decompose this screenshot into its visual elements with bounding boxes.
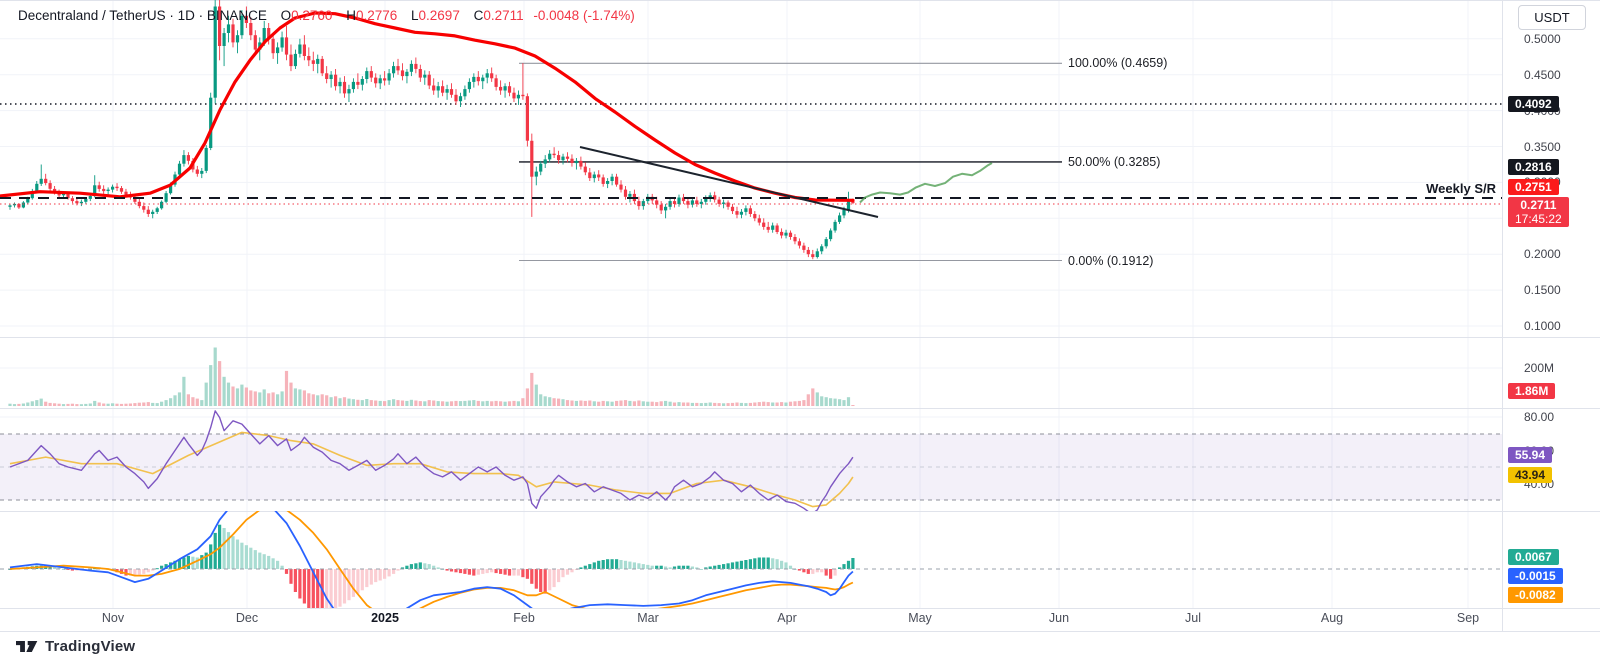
price-tick-0.4500: 0.4500 <box>1524 67 1561 82</box>
time-tick-Dec: Dec <box>235 611 259 625</box>
axis-badge-0.2751: 0.2751 <box>1508 179 1559 195</box>
price-tick-0.1000: 0.1000 <box>1524 319 1561 333</box>
tradingview-logo[interactable]: TradingView <box>16 638 135 655</box>
ohlc-low-value: 0.2697 <box>418 8 460 23</box>
axis-badge-43.94: 43.94 <box>1508 467 1553 483</box>
fib-label-0[interactable]: 0.00% (0.1912) <box>1068 253 1154 268</box>
time-tick-Jul: Jul <box>1185 611 1201 625</box>
symbol-title[interactable]: Decentraland / TetherUS · 1D · BINANCE <box>18 8 267 23</box>
currency-toggle-button[interactable]: USDT <box>1518 5 1586 30</box>
price-tick-0.5000: 0.5000 <box>1524 31 1561 46</box>
tradingview-logo-text: TradingView <box>45 638 136 655</box>
ohlc-high-label: H <box>346 8 356 23</box>
symbol-legend: Decentraland / TetherUS · 1D · BINANCE O… <box>18 8 635 23</box>
axis-badge-0.4092: 0.4092 <box>1508 96 1559 112</box>
rsi-tick-80.00: 80.00 <box>1524 410 1555 424</box>
price-tick-0.2000: 0.2000 <box>1524 247 1561 262</box>
ohlc-open-label: O <box>280 8 292 23</box>
weekly-sr-label[interactable]: Weekly S/R <box>1426 181 1496 196</box>
time-tick-Sep: Sep <box>1456 611 1480 625</box>
axis-badge--0.0015: -0.0015 <box>1508 568 1563 584</box>
axis-badge-0.0067: 0.0067 <box>1508 549 1559 565</box>
price-tick-0.3500: 0.3500 <box>1524 139 1561 154</box>
price-change: -0.0048 (-1.74%) <box>533 8 635 23</box>
countdown-timer: 17:45:22 <box>1515 212 1562 226</box>
axis-badge--0.0082: -0.0082 <box>1508 587 1563 603</box>
ohlc-high-value: 0.2776 <box>355 8 398 23</box>
axis-badge-1.86M: 1.86M <box>1508 383 1556 399</box>
time-tick-Mar: Mar <box>637 611 659 625</box>
volume-tick-200M: 200M <box>1524 361 1555 375</box>
fib-label-50[interactable]: 50.00% (0.3285) <box>1068 154 1161 169</box>
time-tick-Nov: Nov <box>101 611 125 625</box>
axis-badge-0.2711: 0.2711 17:45:22 <box>1508 197 1569 227</box>
axis-badge-0.2816: 0.2816 <box>1508 159 1559 175</box>
fib-label-100[interactable]: 100.00% (0.4659) <box>1068 56 1168 71</box>
time-tick-May: May <box>908 611 932 625</box>
ohlc-open-value: 0.2760 <box>291 8 333 23</box>
time-tick-Feb: Feb <box>513 611 535 625</box>
axis-badge-55.94: 55.94 <box>1508 447 1553 463</box>
time-tick-2025: 2025 <box>371 611 399 625</box>
ohlc-close-value: 0.2711 <box>483 8 524 23</box>
time-tick-Aug: Aug <box>1320 611 1344 625</box>
tradingview-logo-icon <box>16 641 38 652</box>
ohlc-low-label: L <box>411 8 419 23</box>
time-tick-Apr: Apr <box>777 611 797 625</box>
time-tick-Jun: Jun <box>1048 611 1070 625</box>
price-tick-0.1500: 0.1500 <box>1524 283 1561 298</box>
ohlc-close-label: C <box>473 8 484 23</box>
